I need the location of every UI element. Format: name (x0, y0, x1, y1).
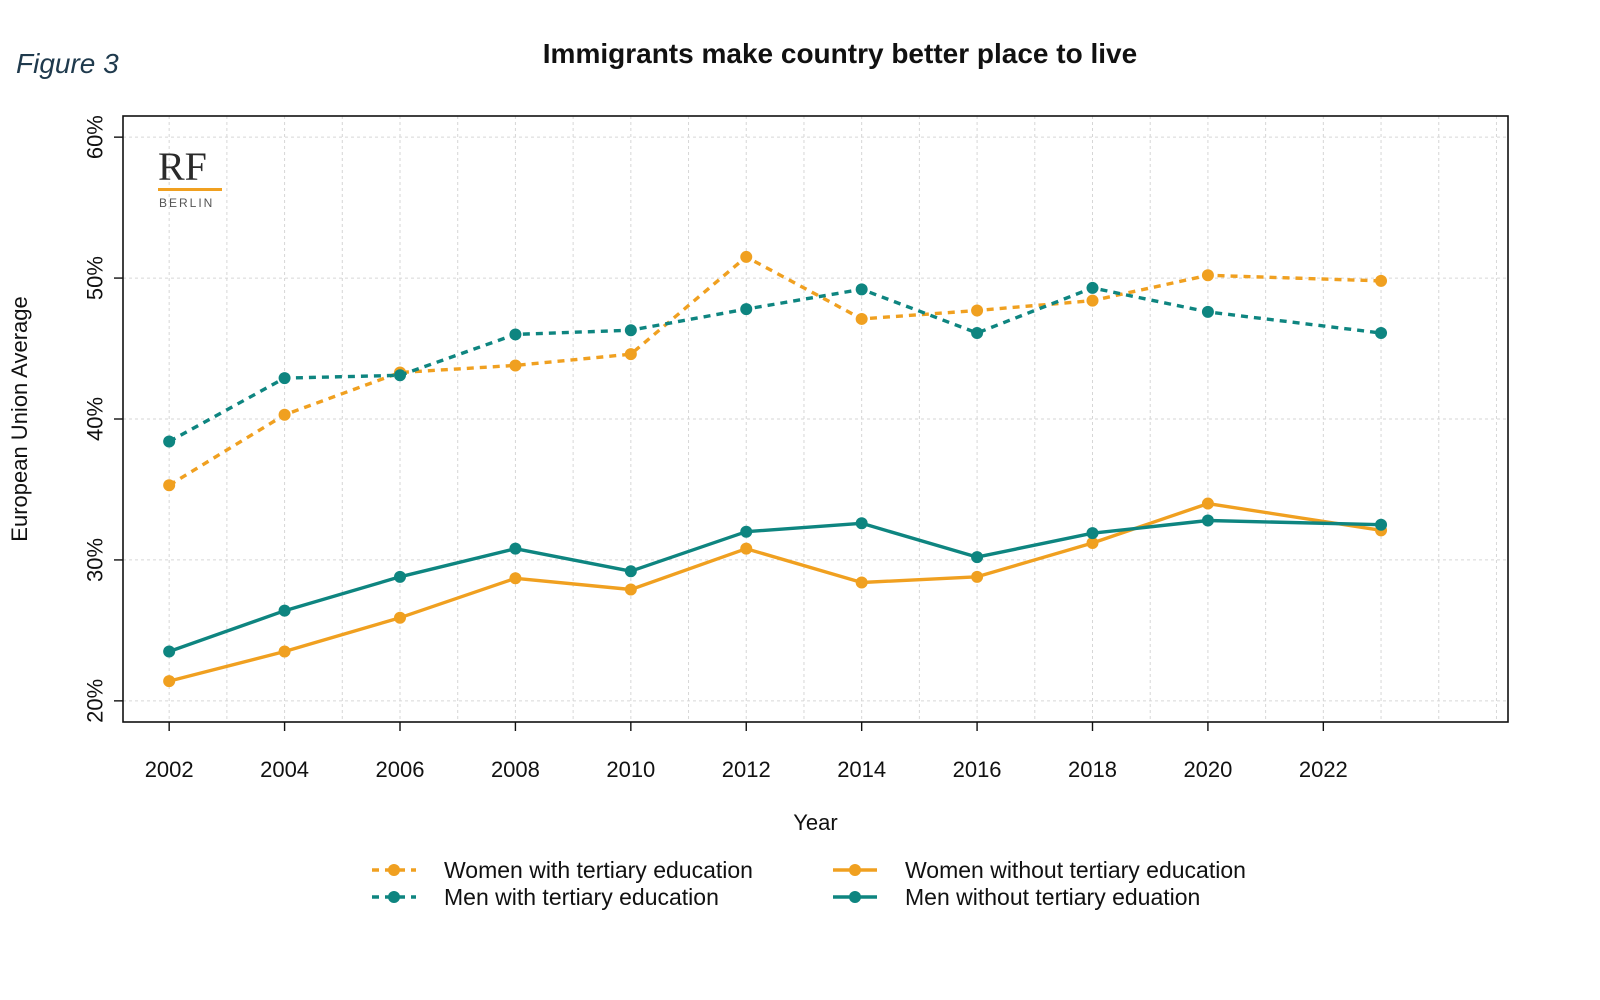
data-point (1086, 537, 1099, 550)
logo-city: BERLIN (159, 196, 214, 210)
legend-item: Men with tertiary education (372, 884, 719, 910)
data-point (1086, 294, 1099, 307)
x-tick-label: 2002 (145, 757, 194, 782)
legend-label: Men with tertiary education (444, 884, 719, 910)
logo-underline (158, 188, 222, 191)
data-point (1375, 274, 1388, 287)
x-axis-title: Year (793, 810, 837, 835)
y-tick-label: 50% (83, 256, 108, 300)
x-tick-label: 2008 (491, 757, 540, 782)
data-point (278, 604, 291, 617)
data-point (163, 479, 176, 492)
series-men-with-tertiary-education (163, 281, 1388, 448)
x-tick-label: 2018 (1068, 757, 1117, 782)
data-point (394, 369, 406, 382)
x-tick-label: 2004 (260, 757, 309, 782)
data-point (1201, 497, 1214, 510)
data-point (740, 542, 753, 555)
data-point (1201, 305, 1214, 318)
x-tick-label: 2022 (1299, 757, 1348, 782)
data-point (971, 304, 984, 317)
data-point (163, 675, 176, 688)
legend-label: Women with tertiary education (444, 857, 753, 883)
data-point (740, 250, 753, 263)
data-point (740, 525, 753, 538)
grid-lines (123, 116, 1508, 722)
data-point (624, 348, 637, 361)
series-layer (163, 250, 1388, 688)
y-tick-label: 30% (83, 538, 108, 582)
figure-label: Figure 3 (16, 48, 119, 79)
data-point (855, 517, 868, 530)
data-point (509, 542, 522, 555)
y-axis-title: European Union Average (7, 296, 32, 541)
data-point (1375, 327, 1388, 340)
legend-swatch-point (388, 891, 400, 903)
x-tick-label: 2012 (722, 757, 771, 782)
data-point (509, 328, 522, 341)
data-point (278, 408, 291, 421)
legend-label: Women without tertiary education (905, 857, 1246, 883)
data-point (624, 324, 637, 337)
series-men-without-tertiary-eduation (163, 514, 1388, 658)
legend-item: Women with tertiary education (372, 857, 753, 883)
x-tick-label: 2006 (376, 757, 425, 782)
data-point (855, 283, 868, 296)
logo-mark: RF (158, 144, 207, 189)
data-point (278, 372, 291, 385)
x-tick-label: 2016 (953, 757, 1002, 782)
legend-swatch-point (849, 891, 861, 903)
x-tick-label: 2010 (606, 757, 655, 782)
rf-berlin-logo: RF BERLIN (158, 144, 222, 210)
data-point (740, 303, 753, 316)
series-line (168, 255, 1382, 487)
data-point (1375, 518, 1388, 531)
axes: 2002 2004 2006 2008 2010 2012 2014 2016 2018 2020… (83, 115, 1509, 782)
data-point (624, 583, 637, 596)
data-point (855, 576, 868, 589)
x-tick-label: 2014 (837, 757, 886, 782)
data-point (278, 645, 291, 658)
data-point (394, 570, 406, 583)
data-point (1086, 527, 1099, 540)
data-point (509, 359, 522, 372)
data-point (971, 551, 984, 564)
legend-swatch-point (388, 864, 400, 876)
x-tick-label: 2020 (1183, 757, 1232, 782)
data-point (163, 435, 176, 448)
legend-item: Women without tertiary education (833, 857, 1246, 883)
legend-item: Men without tertiary eduation (833, 884, 1200, 910)
data-point (394, 611, 406, 624)
y-tick-label: 40% (83, 397, 108, 441)
data-point (624, 565, 637, 578)
data-point (1086, 281, 1099, 294)
legend-label: Men without tertiary eduation (905, 884, 1200, 910)
data-point (971, 327, 984, 340)
chart-title: Immigrants make country better place to … (542, 38, 1138, 69)
data-point (163, 645, 176, 658)
y-tick-label: 60% (83, 115, 108, 159)
legend-swatch-point (849, 864, 861, 876)
data-point (1201, 269, 1214, 282)
data-point (1201, 514, 1214, 527)
data-point (971, 570, 984, 583)
data-point (855, 312, 868, 325)
series-women-with-tertiary-education (163, 250, 1388, 492)
y-tick-label: 20% (83, 679, 108, 723)
data-point (509, 572, 522, 585)
series-line (168, 286, 1382, 443)
